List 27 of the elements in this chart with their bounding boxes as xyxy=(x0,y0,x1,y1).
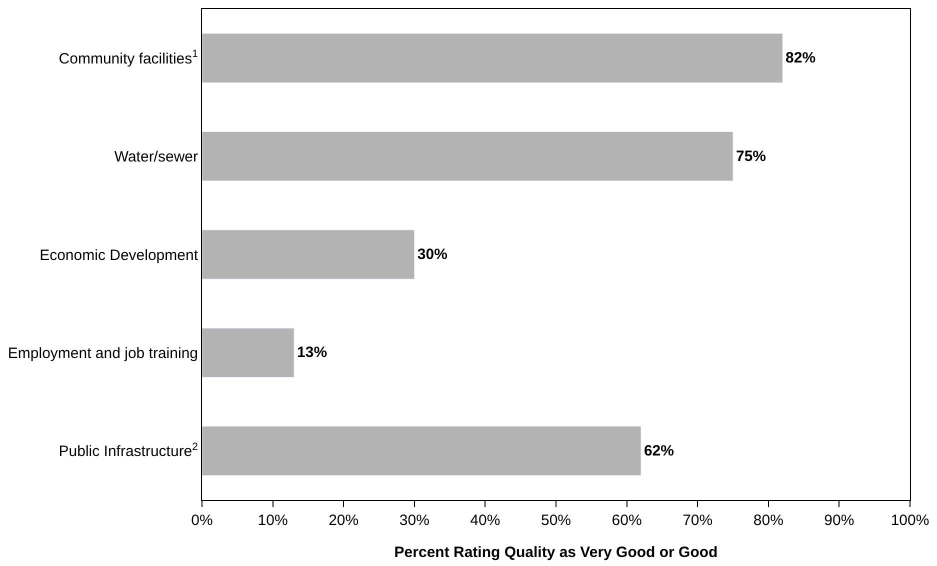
data-label: 13% xyxy=(297,344,328,362)
y-tick-label: Water/sewer xyxy=(114,148,198,166)
bar xyxy=(202,132,734,182)
bar xyxy=(202,230,415,280)
bar xyxy=(202,328,294,378)
data-label: 75% xyxy=(736,148,766,165)
x-tick-label: 30% xyxy=(399,512,430,529)
y-tick-label: Economic Development xyxy=(40,246,199,264)
x-tick-label: 10% xyxy=(258,512,288,529)
x-tick-label: 80% xyxy=(753,512,784,529)
y-tick-label: Community facilities$^{1}$ xyxy=(58,48,198,68)
data-label: 30% xyxy=(417,246,448,263)
x-tick-label: 100% xyxy=(890,512,930,529)
y-tick-label: Public Infrastructure$^{2}$ xyxy=(58,440,198,460)
data-label: 62% xyxy=(644,442,674,460)
x-tick-label: 60% xyxy=(612,512,642,529)
x-axis-title: Percent Rating Quality as Very Good or Good xyxy=(394,544,718,561)
x-tick-label: 90% xyxy=(824,512,854,529)
x-tick-label: 70% xyxy=(682,512,713,529)
x-tick-label: 40% xyxy=(470,512,500,529)
data-label: 82% xyxy=(786,50,816,67)
x-tick-label: 20% xyxy=(328,512,359,529)
x-tick-label: 50% xyxy=(540,512,572,529)
y-tick-label: Employment and job training xyxy=(8,344,198,362)
bar xyxy=(202,33,783,83)
x-tick-label: 0% xyxy=(191,512,213,529)
bar xyxy=(202,426,642,476)
